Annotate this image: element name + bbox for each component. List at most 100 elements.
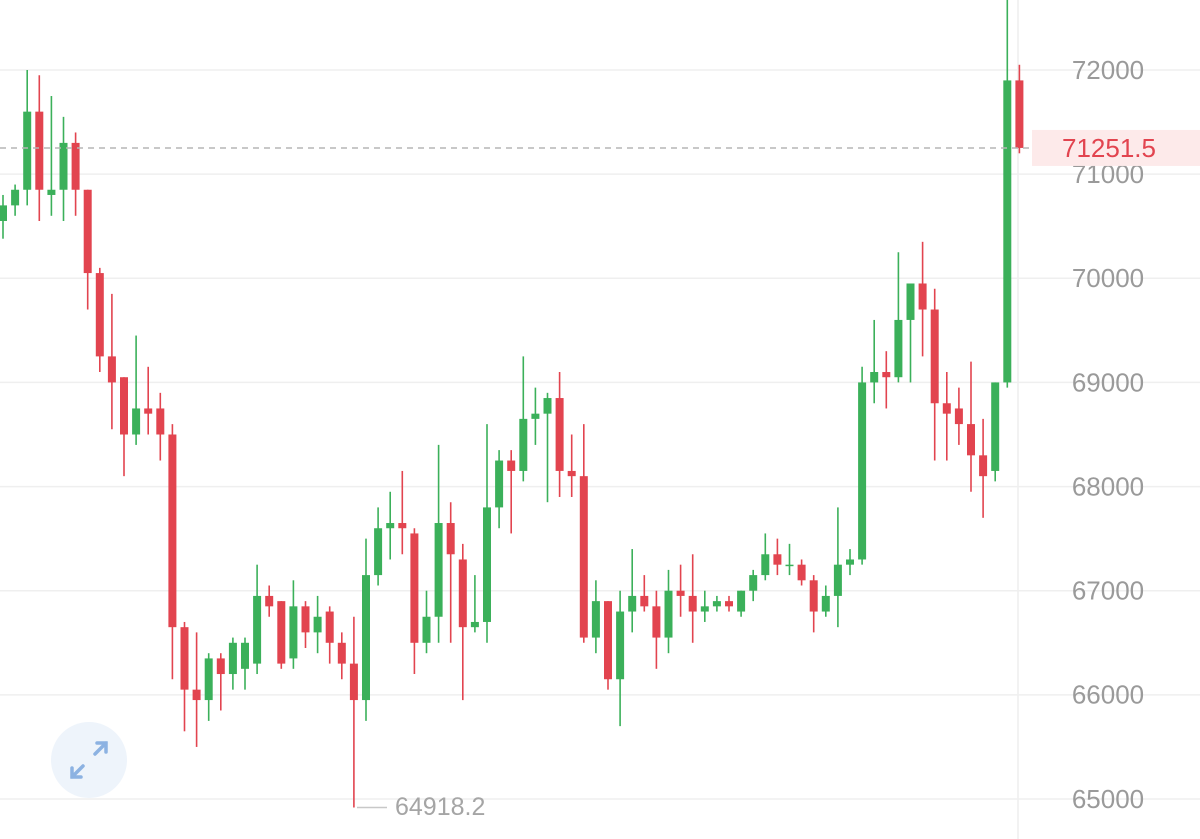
candle-body	[265, 595, 274, 607]
candle-body	[156, 408, 165, 435]
candle-body	[809, 580, 818, 612]
candle-body	[591, 601, 600, 638]
candle-body	[652, 606, 661, 638]
candle-body	[374, 528, 383, 576]
candle-body	[362, 575, 370, 701]
candle-body	[216, 658, 225, 675]
candle-body	[749, 575, 758, 591]
candle-body	[434, 523, 443, 617]
candle-body	[0, 205, 7, 221]
candle-body	[11, 189, 20, 206]
candle-body	[676, 590, 685, 596]
candle-body	[349, 663, 358, 701]
candle-body	[700, 606, 709, 612]
candle-body	[253, 595, 262, 664]
candle-body	[107, 356, 116, 383]
candle-body	[23, 111, 32, 190]
candle-body	[519, 418, 528, 471]
candle-body	[83, 189, 92, 274]
candle-body	[120, 377, 128, 435]
candle-body	[942, 403, 951, 414]
candle-body	[337, 642, 346, 664]
candle-body	[192, 689, 201, 701]
candle-body	[1015, 80, 1024, 148]
candle-body	[132, 408, 141, 435]
y-tick-label: 70000	[1072, 263, 1144, 293]
candle-body	[725, 601, 733, 607]
candle-body	[59, 142, 68, 190]
candle-body	[906, 283, 915, 320]
candle-body	[144, 408, 153, 414]
candle-body	[979, 455, 988, 477]
expand-icon[interactable]	[70, 741, 108, 779]
candle-body	[386, 523, 395, 529]
last-price-bg	[1032, 129, 1200, 166]
candle-body	[228, 642, 237, 675]
candle-body	[313, 616, 322, 633]
y-tick-label: 68000	[1072, 471, 1144, 501]
candle-body	[628, 595, 637, 612]
candle-body	[71, 142, 80, 190]
candle-body	[567, 470, 576, 477]
candle-body	[930, 309, 939, 404]
candle-body	[870, 372, 879, 383]
candle-body	[446, 523, 455, 555]
candle-body	[531, 413, 540, 419]
candle-body	[543, 398, 552, 414]
candle-body	[483, 507, 491, 622]
candle-body	[241, 642, 249, 669]
candle-body	[991, 382, 1000, 471]
candle-body	[35, 111, 44, 190]
last-price-label: 71251.5	[1062, 133, 1156, 163]
expand-button-bg[interactable]	[51, 722, 127, 798]
candle-body	[833, 564, 842, 596]
candle-body	[398, 523, 407, 529]
candle-body	[507, 460, 516, 471]
candle-body	[168, 434, 177, 628]
candle-body	[204, 658, 213, 701]
low-label: 64918.2	[395, 793, 485, 821]
y-tick-label: 67000	[1072, 576, 1144, 606]
candle-body	[604, 601, 612, 680]
candle-body	[277, 601, 286, 664]
candle-body	[495, 460, 504, 508]
candle-body	[410, 533, 419, 643]
candle-body	[640, 595, 649, 607]
high-label: 72748.1	[870, 0, 960, 6]
candle-body	[894, 319, 903, 378]
candle-body	[579, 476, 588, 638]
candle-body	[821, 595, 830, 612]
candle-body	[882, 372, 891, 378]
candle-body	[858, 382, 867, 560]
candle-body	[688, 595, 697, 612]
candle-body	[458, 559, 467, 628]
candle-body	[289, 606, 298, 659]
candle-body	[797, 564, 806, 581]
candle-body	[967, 424, 975, 456]
y-tick-label: 69000	[1072, 367, 1144, 397]
candle-body	[773, 554, 782, 565]
candle-body	[712, 601, 721, 607]
candle-body	[761, 554, 770, 576]
candle-body	[325, 611, 334, 643]
candle-body	[785, 564, 794, 567]
y-tick-label: 65000	[1072, 784, 1144, 814]
candle-body	[47, 189, 56, 195]
candle-body	[301, 606, 310, 633]
candle-body	[918, 283, 927, 310]
candle-body	[616, 611, 625, 680]
candle-body	[555, 398, 564, 471]
candle-body	[180, 627, 189, 690]
y-tick-label: 72000	[1072, 55, 1144, 85]
candle-body	[470, 621, 479, 628]
candle-body	[664, 590, 673, 638]
expand-button[interactable]	[51, 722, 127, 798]
candle-body	[737, 590, 746, 612]
candle-body	[95, 273, 104, 357]
y-tick-label: 66000	[1072, 680, 1144, 710]
candle-body	[422, 616, 431, 643]
candle-body	[846, 559, 854, 565]
